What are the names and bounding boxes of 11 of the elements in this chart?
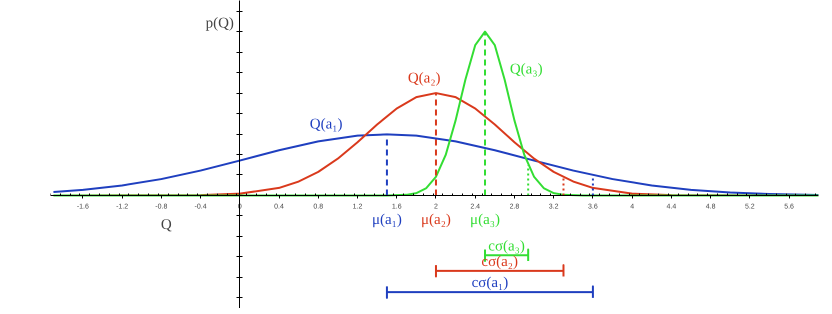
series-label: cσ(a₃) bbox=[488, 238, 525, 254]
series-label: cσ(a₂) bbox=[481, 254, 518, 270]
series-label: Q(a₂) bbox=[408, 70, 441, 87]
series-label: μ(a₃) bbox=[470, 212, 500, 228]
series-label: Q(a₃) bbox=[510, 62, 543, 78]
y-axis-title: p(Q) bbox=[206, 15, 234, 32]
series-label: Q(a₁) bbox=[310, 116, 342, 133]
series-label: μ(a₂) bbox=[421, 212, 451, 228]
series-label: μ(a₁) bbox=[372, 212, 402, 228]
x-axis-title: Q bbox=[160, 216, 172, 233]
series-label: cσ(a₁) bbox=[472, 275, 508, 292]
